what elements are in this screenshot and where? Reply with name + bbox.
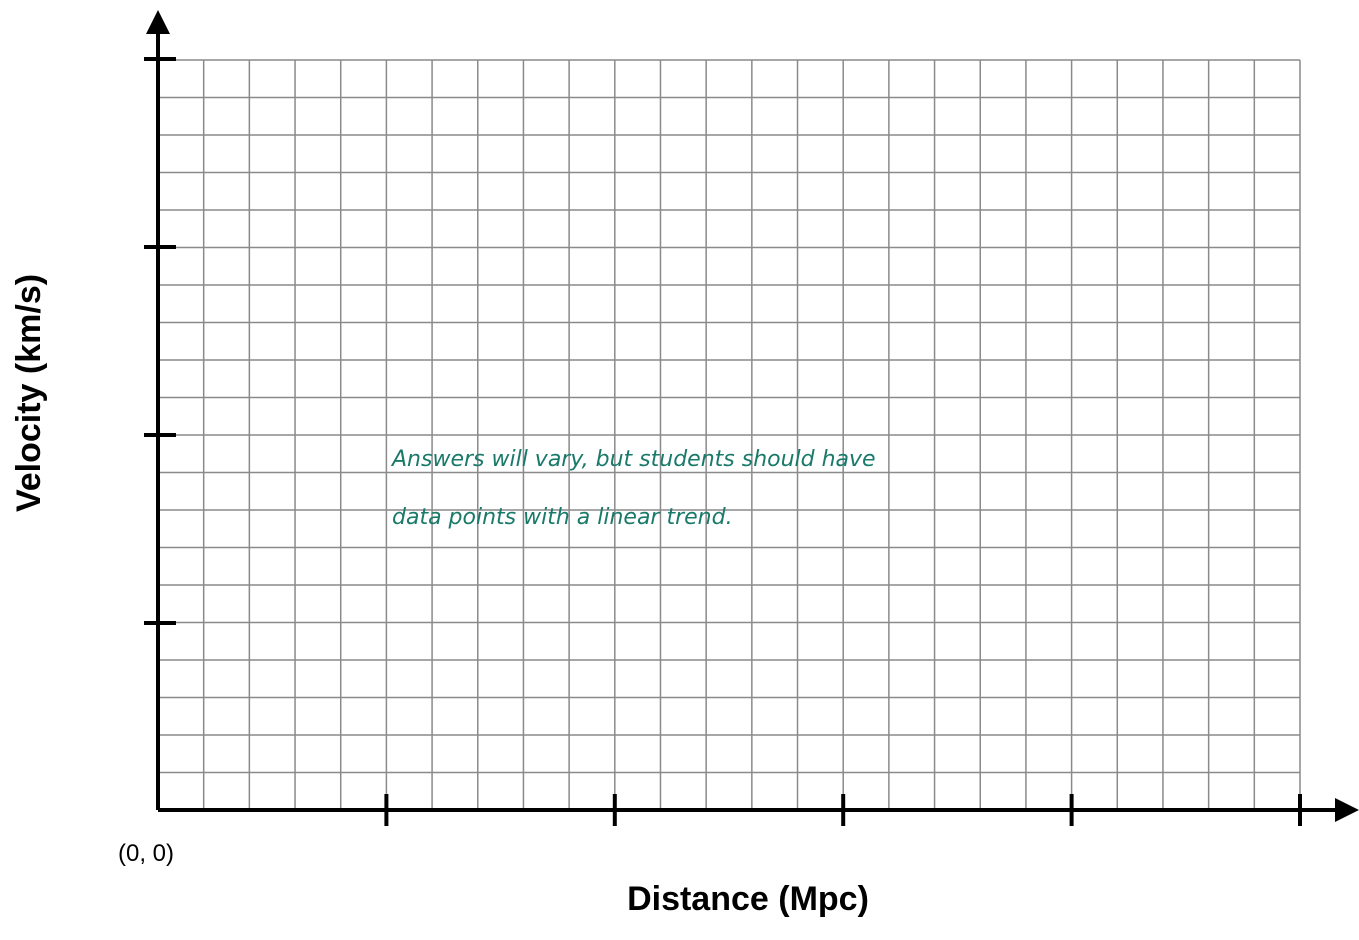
plot-grid <box>158 59 1301 810</box>
y-axis-arrowhead <box>146 10 170 34</box>
origin-label: (0, 0) <box>118 840 174 867</box>
axis-ticks <box>144 57 1302 826</box>
x-axis-arrowhead <box>1335 798 1359 822</box>
annotation-line-2: data points with a linear trend. <box>392 505 733 530</box>
annotation-line-1: Answers will vary, but students should h… <box>390 447 876 472</box>
x-axis-label: Distance (Mpc) <box>627 880 869 918</box>
y-axis-label: Velocity (km/s) <box>10 274 48 512</box>
axes <box>146 10 1359 822</box>
